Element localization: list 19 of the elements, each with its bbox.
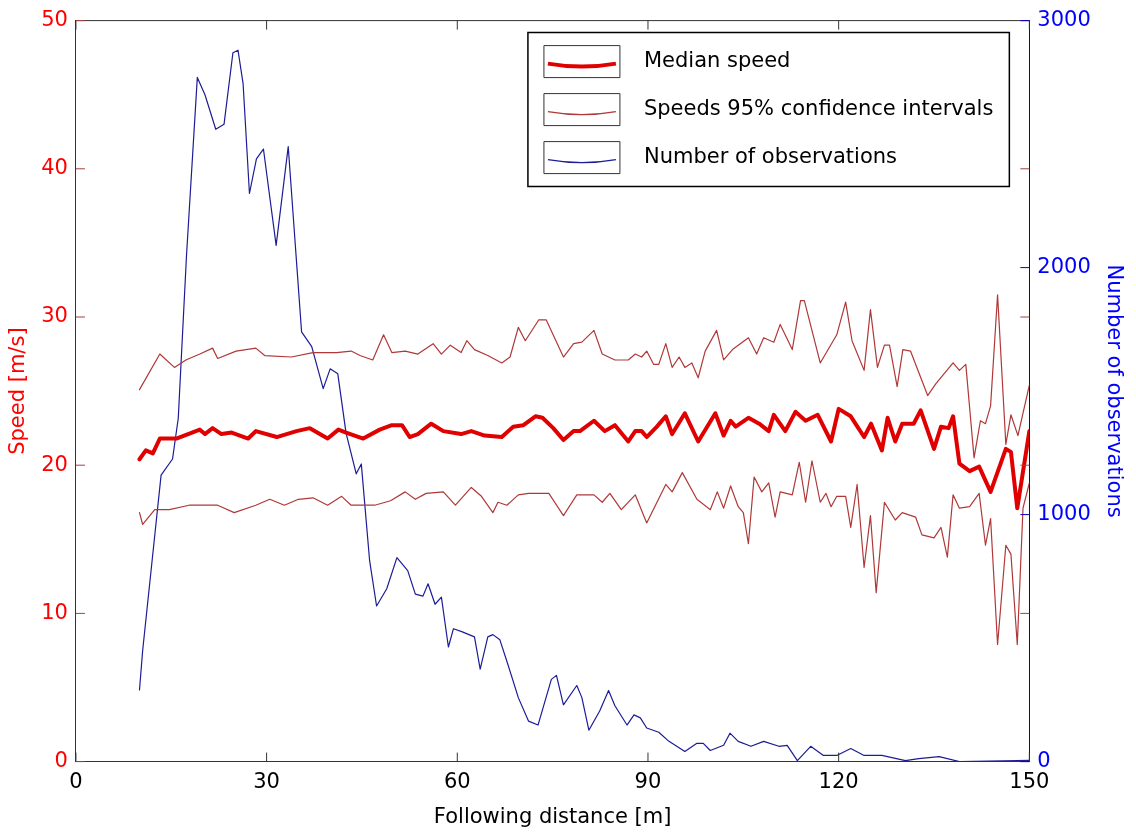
y-axis-title: Speed [m/s] [5, 327, 30, 455]
y-tick-label: 20 [41, 451, 68, 476]
y2-axis-title: Number of observations [1102, 264, 1127, 518]
x-tick-label: 120 [818, 768, 859, 793]
y2-tick-label: 1000 [1037, 501, 1091, 526]
y-tick-label: 40 [41, 155, 68, 180]
legend-label: Median speed [643, 48, 791, 73]
x-axis-title: Following distance [m] [433, 803, 672, 828]
legend-label: Number of observations [643, 144, 898, 169]
x-tick-label: 90 [634, 768, 662, 793]
x-tick-label: 30 [253, 768, 280, 793]
y-tick-label: 30 [41, 303, 68, 328]
y-tick-label: 10 [41, 599, 68, 624]
x-tick-label: 60 [443, 768, 471, 793]
y2-tick-label: 2000 [1037, 254, 1091, 279]
y-tick-label: 50 [41, 7, 68, 32]
y-tick-label: 0 [54, 748, 68, 773]
y2-tick-label: 3000 [1037, 7, 1091, 32]
legend-label: Speeds 95% confidence intervals [643, 96, 994, 121]
